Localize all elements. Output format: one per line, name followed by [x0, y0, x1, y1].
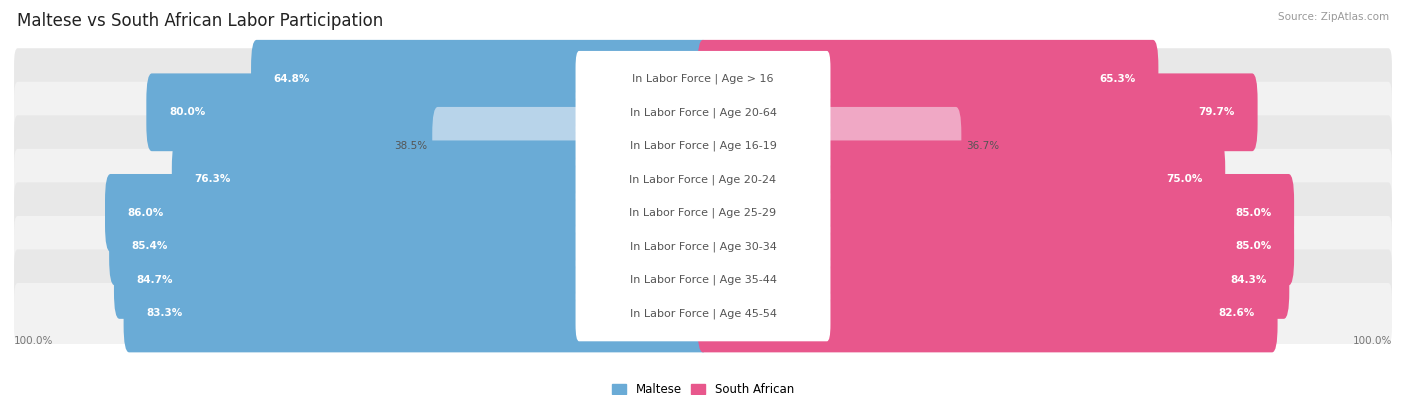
FancyBboxPatch shape	[14, 182, 1392, 243]
Text: In Labor Force | Age 20-64: In Labor Force | Age 20-64	[630, 107, 776, 118]
FancyBboxPatch shape	[14, 249, 1392, 310]
FancyBboxPatch shape	[575, 218, 831, 274]
Text: 65.3%: 65.3%	[1099, 74, 1136, 84]
Text: Source: ZipAtlas.com: Source: ZipAtlas.com	[1278, 12, 1389, 22]
FancyBboxPatch shape	[575, 152, 831, 207]
Text: In Labor Force | Age 45-54: In Labor Force | Age 45-54	[630, 308, 776, 319]
Text: 100.0%: 100.0%	[1353, 336, 1392, 346]
Text: 86.0%: 86.0%	[128, 208, 165, 218]
Text: In Labor Force | Age 35-44: In Labor Force | Age 35-44	[630, 275, 776, 285]
Text: 85.0%: 85.0%	[1234, 241, 1271, 251]
FancyBboxPatch shape	[575, 118, 831, 174]
FancyBboxPatch shape	[146, 73, 709, 151]
FancyBboxPatch shape	[14, 283, 1392, 344]
FancyBboxPatch shape	[14, 115, 1392, 176]
Text: 64.8%: 64.8%	[274, 74, 311, 84]
FancyBboxPatch shape	[14, 149, 1392, 210]
Text: 79.7%: 79.7%	[1198, 107, 1234, 117]
FancyBboxPatch shape	[172, 141, 709, 218]
FancyBboxPatch shape	[697, 275, 1278, 352]
Text: In Labor Force | Age 20-24: In Labor Force | Age 20-24	[630, 174, 776, 184]
FancyBboxPatch shape	[697, 174, 1294, 252]
Text: 75.0%: 75.0%	[1166, 174, 1202, 184]
FancyBboxPatch shape	[252, 40, 709, 118]
FancyBboxPatch shape	[697, 207, 1294, 285]
FancyBboxPatch shape	[697, 73, 1257, 151]
Text: 80.0%: 80.0%	[169, 107, 205, 117]
Text: 38.5%: 38.5%	[394, 141, 427, 151]
FancyBboxPatch shape	[575, 286, 831, 341]
Text: 76.3%: 76.3%	[194, 174, 231, 184]
Legend: Maltese, South African: Maltese, South African	[607, 379, 799, 395]
FancyBboxPatch shape	[105, 174, 709, 252]
FancyBboxPatch shape	[14, 48, 1392, 109]
FancyBboxPatch shape	[575, 252, 831, 308]
FancyBboxPatch shape	[114, 241, 709, 319]
FancyBboxPatch shape	[124, 275, 709, 352]
FancyBboxPatch shape	[575, 51, 831, 107]
Text: In Labor Force | Age 30-34: In Labor Force | Age 30-34	[630, 241, 776, 252]
FancyBboxPatch shape	[697, 141, 1225, 218]
FancyBboxPatch shape	[697, 40, 1159, 118]
Text: 84.3%: 84.3%	[1230, 275, 1267, 285]
Text: 83.3%: 83.3%	[146, 308, 183, 318]
FancyBboxPatch shape	[110, 207, 709, 285]
Text: 84.7%: 84.7%	[136, 275, 173, 285]
Text: 85.0%: 85.0%	[1234, 208, 1271, 218]
Text: 100.0%: 100.0%	[14, 336, 53, 346]
Text: 36.7%: 36.7%	[966, 141, 1000, 151]
FancyBboxPatch shape	[575, 185, 831, 241]
FancyBboxPatch shape	[697, 241, 1289, 319]
Text: In Labor Force | Age 25-29: In Labor Force | Age 25-29	[630, 208, 776, 218]
Text: 82.6%: 82.6%	[1219, 308, 1254, 318]
FancyBboxPatch shape	[14, 82, 1392, 143]
Text: Maltese vs South African Labor Participation: Maltese vs South African Labor Participa…	[17, 12, 382, 30]
FancyBboxPatch shape	[697, 107, 962, 185]
Text: In Labor Force | Age > 16: In Labor Force | Age > 16	[633, 73, 773, 84]
FancyBboxPatch shape	[14, 216, 1392, 277]
FancyBboxPatch shape	[432, 107, 709, 185]
Text: 85.4%: 85.4%	[132, 241, 169, 251]
Text: In Labor Force | Age 16-19: In Labor Force | Age 16-19	[630, 141, 776, 151]
FancyBboxPatch shape	[575, 85, 831, 140]
